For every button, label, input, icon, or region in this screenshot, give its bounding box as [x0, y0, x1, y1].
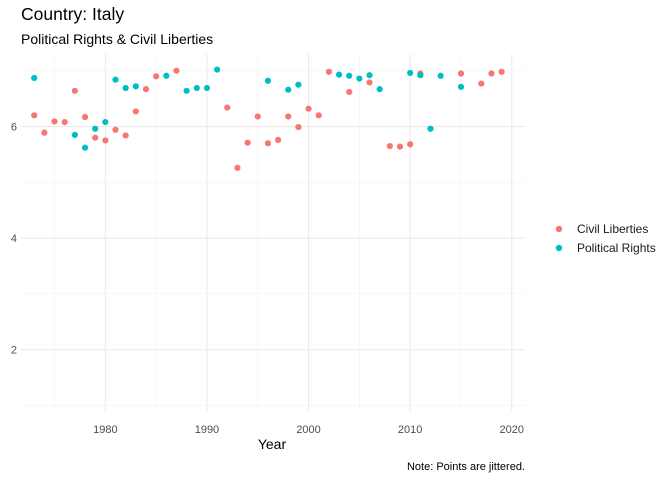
point-political-rights — [346, 72, 353, 79]
x-tick-label: 2020 — [500, 424, 524, 436]
point-political-rights — [132, 83, 139, 90]
y-axis-ticks: 2 4 6 — [11, 122, 17, 357]
legend: Civil Liberties Political Rights — [555, 222, 656, 255]
point-political-rights — [376, 86, 383, 93]
point-civil-liberties — [81, 113, 89, 121]
point-civil-liberties — [142, 86, 150, 93]
legend-label-political-rights: Political Rights — [577, 241, 656, 255]
point-political-rights — [81, 144, 89, 151]
point-political-rights — [407, 69, 414, 77]
point-civil-liberties — [244, 139, 251, 146]
grid-lines — [21, 54, 525, 411]
point-civil-liberties — [488, 70, 495, 77]
point-civil-liberties — [295, 123, 302, 131]
point-civil-liberties — [478, 80, 485, 87]
point-civil-liberties — [498, 68, 505, 75]
chart-subtitle: Political Rights & Civil Liberties — [21, 31, 213, 47]
point-civil-liberties — [264, 140, 272, 147]
point-civil-liberties — [173, 67, 180, 74]
point-political-rights — [295, 81, 302, 88]
point-civil-liberties — [102, 137, 109, 144]
point-civil-liberties — [234, 164, 241, 171]
point-civil-liberties — [305, 105, 312, 112]
point-civil-liberties — [51, 118, 58, 125]
point-civil-liberties — [457, 70, 465, 77]
point-political-rights — [356, 75, 363, 82]
point-political-rights — [427, 125, 434, 132]
point-political-rights — [183, 87, 190, 94]
legend-label-civil-liberties: Civil Liberties — [577, 222, 648, 236]
point-political-rights — [214, 66, 221, 73]
point-political-rights — [163, 72, 170, 79]
point-political-rights — [102, 118, 109, 126]
point-political-rights — [417, 72, 424, 79]
point-civil-liberties — [346, 88, 353, 96]
point-civil-liberties — [153, 73, 160, 80]
point-civil-liberties — [92, 134, 99, 141]
point-political-rights — [285, 86, 292, 93]
point-civil-liberties — [224, 104, 231, 111]
point-political-rights — [335, 71, 343, 78]
point-political-rights — [457, 83, 465, 91]
point-political-rights — [264, 77, 272, 84]
x-tick-label: 1980 — [93, 424, 117, 436]
point-civil-liberties — [325, 68, 332, 75]
point-political-rights — [112, 76, 119, 83]
point-civil-liberties — [396, 143, 404, 150]
y-tick-label: 6 — [11, 122, 17, 134]
point-civil-liberties — [274, 136, 282, 144]
x-tick-label: 2000 — [296, 424, 320, 436]
point-political-rights — [193, 84, 200, 92]
point-civil-liberties — [386, 142, 393, 150]
legend-key-civil-liberties — [555, 225, 563, 233]
point-political-rights — [366, 72, 373, 79]
point-civil-liberties — [61, 118, 68, 126]
point-political-rights — [203, 84, 211, 92]
x-axis-ticks: 1980 1990 2000 2010 2020 — [93, 424, 524, 436]
point-civil-liberties — [315, 112, 322, 119]
point-political-rights — [122, 84, 129, 92]
y-tick-label: 4 — [11, 233, 17, 245]
point-civil-liberties — [132, 108, 139, 115]
point-political-rights — [437, 72, 444, 79]
chart-caption: Note: Points are jittered. — [407, 461, 525, 473]
chart-title: Country: Italy — [21, 4, 124, 24]
point-civil-liberties — [41, 129, 48, 136]
x-tick-label: 1990 — [195, 424, 219, 436]
y-tick-label: 2 — [11, 345, 17, 357]
point-civil-liberties — [407, 141, 414, 148]
point-political-rights — [31, 74, 38, 82]
point-political-rights — [71, 131, 78, 138]
x-tick-label: 2010 — [398, 424, 422, 436]
point-civil-liberties — [254, 113, 261, 120]
data-points — [31, 66, 505, 171]
point-civil-liberties — [366, 79, 373, 86]
point-civil-liberties — [285, 113, 292, 120]
x-axis-label: Year — [258, 436, 287, 452]
point-civil-liberties — [122, 132, 129, 139]
legend-key-political-rights — [555, 244, 563, 252]
point-civil-liberties — [71, 87, 78, 94]
point-civil-liberties — [31, 112, 38, 119]
point-political-rights — [92, 125, 99, 132]
point-civil-liberties — [112, 126, 119, 133]
